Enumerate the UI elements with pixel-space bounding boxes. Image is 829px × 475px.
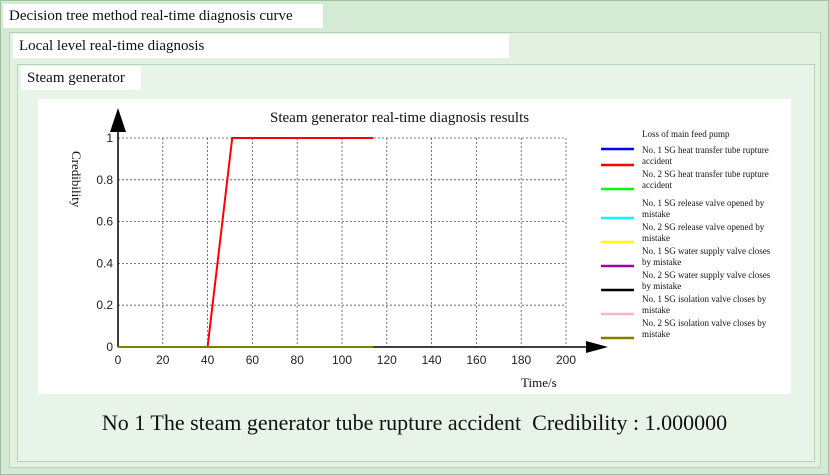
y-axis-title: Credibility: [69, 151, 84, 208]
y-axis-arrow: [110, 108, 126, 132]
y-tick-label: 1: [106, 131, 113, 145]
y-tick-label: 0.4: [96, 256, 113, 270]
legend-label-4: No. 1 SG release valve opened by mistake: [642, 198, 765, 219]
y-tick-label: 0: [106, 340, 113, 354]
y-tick-label: 0.8: [96, 173, 113, 187]
y-tick-label: 0.2: [96, 298, 113, 312]
x-tick-label: 40: [201, 353, 215, 367]
series-line-2: [118, 137, 374, 348]
x-tick-label: 140: [422, 353, 442, 367]
x-tick-label: 80: [291, 353, 305, 367]
y-tick-label: 0.6: [96, 215, 113, 229]
steam-generator-group-title: Steam generator: [21, 66, 141, 90]
x-tick-label: 160: [466, 353, 486, 367]
legend-label-3: No. 2 SG heat transfer tube rupture accid…: [642, 169, 769, 190]
legend-label-7: No. 2 SG water supply valve closes by mis…: [642, 270, 771, 291]
x-tick-label: 200: [556, 353, 576, 367]
chart-title: Steam generator real-time diagnosis resu…: [270, 110, 529, 126]
legend-label-6: No. 1 SG water supply valve closes by mis…: [642, 246, 771, 267]
legend-label-1: Loss of main feed pump: [642, 129, 730, 139]
x-axis-arrow: [586, 341, 608, 353]
legend-label-9: No. 2 SG isolation valve closes by mistak…: [642, 318, 767, 339]
legend-label-5: No. 2 SG release valve opened by mistake: [642, 222, 765, 243]
local-diagnosis-title: Local level real-time diagnosis: [13, 34, 509, 58]
legend-label-2: No. 1 SG heat transfer tube rupture accid…: [642, 145, 769, 166]
legend-label-8: No. 1 SG isolation valve closes by mistak…: [642, 294, 767, 315]
window-title: Decision tree method real-time diagnosis…: [3, 4, 323, 28]
diagnosis-chart: Steam generator real-time diagnosis resu…: [69, 108, 771, 390]
x-tick-label: 180: [511, 353, 531, 367]
x-tick-label: 100: [332, 353, 352, 367]
x-tick-label: 60: [246, 353, 260, 367]
diagnosis-result-text: No 1 The steam generator tube rupture ac…: [101, 410, 728, 435]
x-tick-label: 120: [377, 353, 397, 367]
x-tick-label: 0: [115, 353, 122, 367]
x-tick-label: 20: [156, 353, 170, 367]
chart-panel: Steam generator real-time diagnosis resu…: [38, 99, 791, 394]
x-axis-title: Time/s: [521, 375, 557, 390]
